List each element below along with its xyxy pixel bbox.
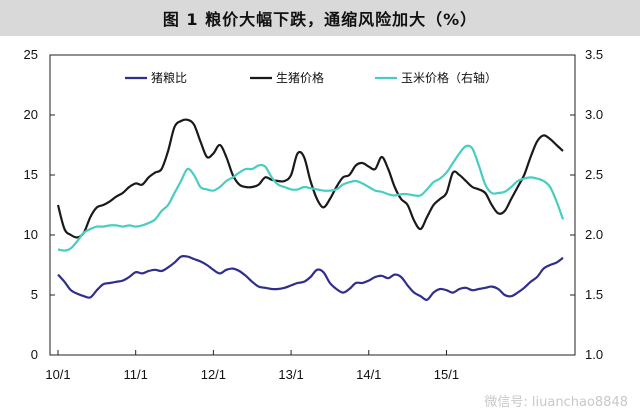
x-tick-label: 14/1: [356, 367, 381, 382]
right-tick-label: 1.5: [585, 287, 603, 302]
left-tick-label: 15: [24, 167, 38, 182]
x-tick-label: 15/1: [434, 367, 459, 382]
right-tick-label: 2.0: [585, 227, 603, 242]
plot-frame: [49, 54, 576, 356]
plot-border: [49, 54, 576, 356]
right-y-axis: 1.0 1.5 2.0 2.5 3.0 3.5: [570, 47, 603, 362]
right-tick-label: 3.0: [585, 107, 603, 122]
x-axis: 10/1 11/1 12/1 13/1 14/1 15/1: [45, 350, 459, 382]
x-tick-label: 10/1: [45, 367, 70, 382]
left-y-axis: 0 5 10 15 20 25: [24, 47, 55, 362]
x-tick-label: 11/1: [124, 367, 148, 382]
right-tick-label: 1.0: [585, 347, 603, 362]
right-tick-label: 2.5: [585, 167, 603, 182]
chart-title: 图 1 粮价大幅下跌，通缩风险加大（%）: [0, 0, 640, 36]
left-tick-label: 25: [24, 47, 38, 62]
legend-label-1: 猪粮比: [151, 70, 187, 85]
left-tick-label: 20: [24, 107, 38, 122]
series-line-3: [57, 144, 565, 252]
watermark: 微信号: liuanchao8848: [484, 395, 628, 410]
x-tick-label: 13/1: [278, 367, 303, 382]
right-tick-label: 3.5: [585, 47, 603, 62]
left-tick-label: 0: [31, 347, 38, 362]
legend-label-2: 生猪价格: [276, 70, 324, 85]
series-line-2: [56, 118, 564, 239]
series-lines: [56, 118, 565, 301]
left-tick-label: 5: [31, 287, 38, 302]
legend: 猪粮比 生猪价格 玉米价格（右轴）: [125, 70, 497, 85]
series-line-1: [57, 254, 564, 301]
x-tick-label: 12/1: [201, 367, 226, 382]
left-tick-label: 10: [24, 227, 38, 242]
legend-label-3: 玉米价格（右轴）: [401, 70, 497, 85]
